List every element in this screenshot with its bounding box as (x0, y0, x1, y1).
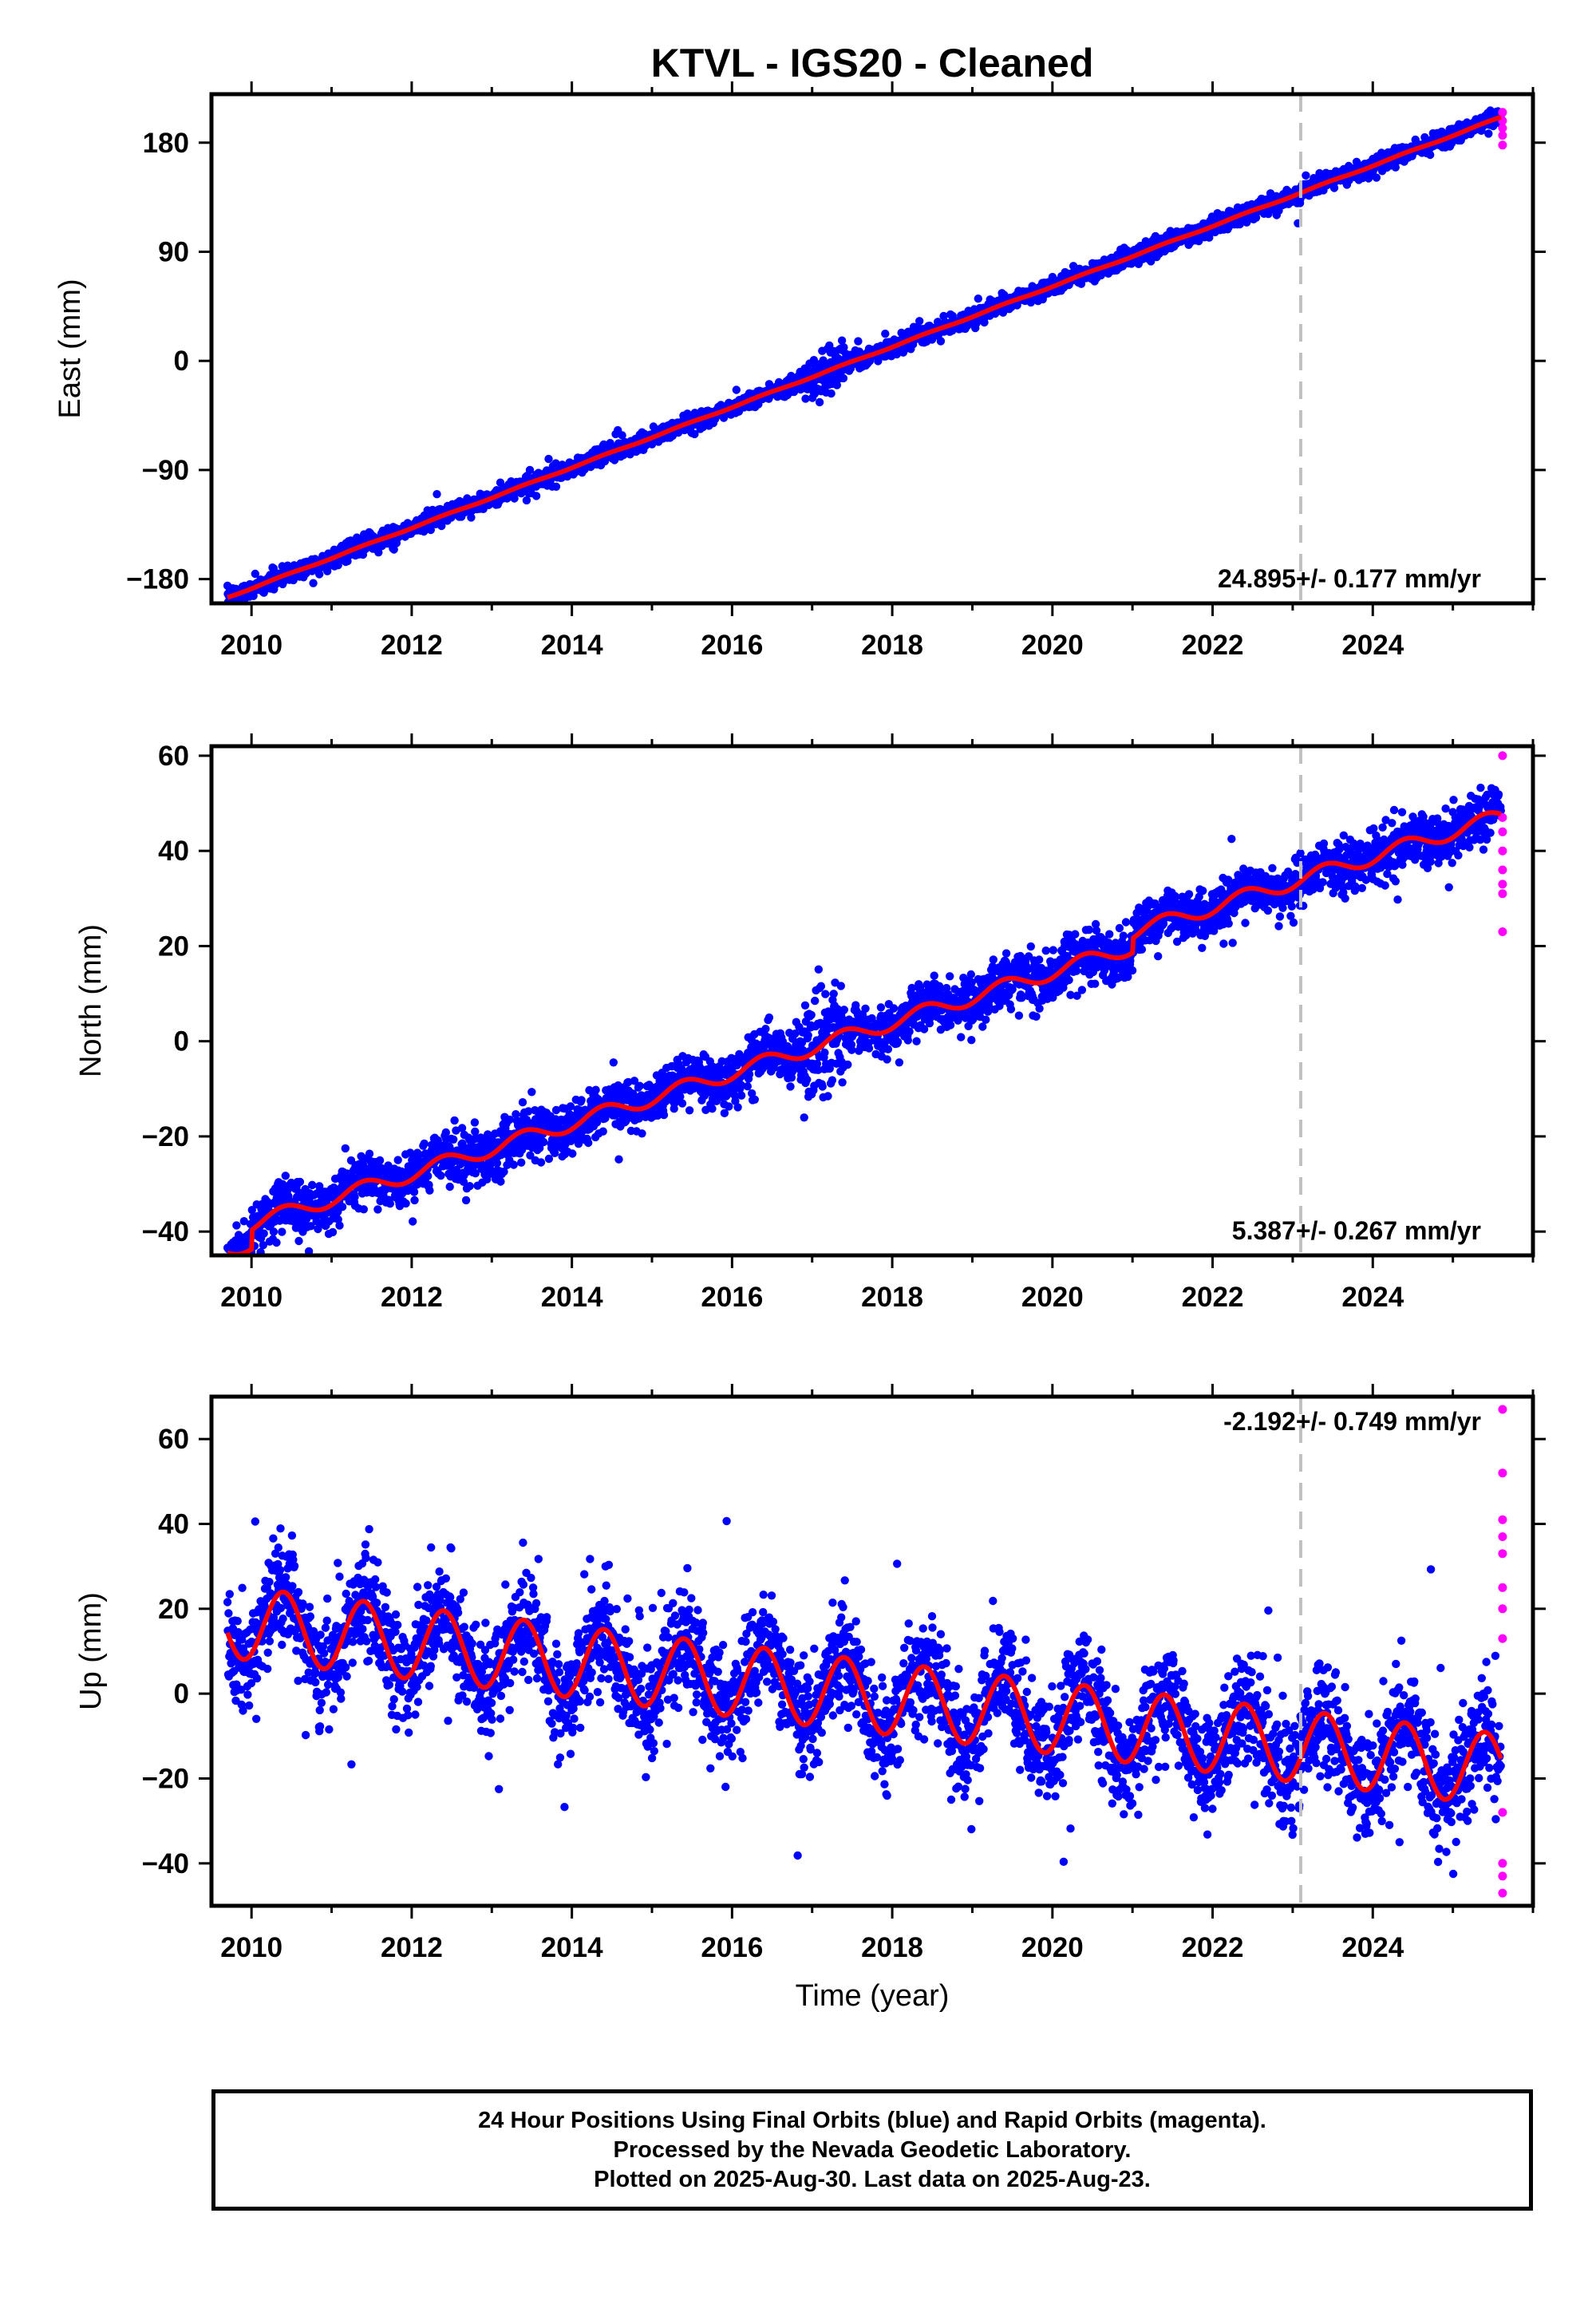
x-tick-label-east-2014: 2014 (541, 630, 603, 661)
x-tick-label-up-2012: 2012 (381, 1932, 443, 1963)
y-axis-label-north: North (mm) (74, 924, 108, 1077)
y-tick-label-east-1: −90 (142, 455, 189, 486)
rapid-point-east-0 (1498, 108, 1507, 117)
footer-box: 24 Hour Positions Using Final Orbits (bl… (211, 2089, 1533, 2211)
y-tick-label-east-4: 180 (143, 128, 189, 159)
x-axis-label-up: Time (year) (796, 1979, 950, 2013)
x-tick-label-east-2020: 2020 (1021, 630, 1084, 661)
final-orbit-points-north (223, 783, 1505, 1255)
rapid-point-north-0 (1498, 751, 1507, 761)
plot-frame-north (209, 744, 1535, 1258)
x-tick-label-north-2016: 2016 (701, 1282, 763, 1313)
rapid-point-up-4 (1498, 1549, 1507, 1559)
y-tick-label-east-2: 0 (174, 346, 189, 377)
rapid-point-up-1 (1498, 1468, 1507, 1478)
footer-line-1: 24 Hour Positions Using Final Orbits (bl… (478, 2107, 1266, 2133)
x-tick-label-up-2022: 2022 (1182, 1932, 1244, 1963)
rapid-point-east-3 (1498, 131, 1507, 140)
y-tick-label-north-4: 40 (158, 836, 189, 867)
x-tick-label-north-2010: 2010 (220, 1282, 282, 1313)
footer-line-2: Processed by the Nevada Geodetic Laborat… (613, 2136, 1132, 2163)
rapid-point-east-4 (1498, 140, 1507, 150)
rapid-point-up-6 (1498, 1604, 1507, 1614)
x-tick-label-north-2020: 2020 (1021, 1282, 1084, 1313)
x-tick-label-north-2012: 2012 (381, 1282, 443, 1313)
rapid-point-up-10 (1498, 1871, 1507, 1881)
rapid-point-north-6 (1498, 889, 1507, 899)
x-tick-label-up-2024: 2024 (1341, 1932, 1404, 1963)
y-tick-label-up-0: −40 (142, 1848, 189, 1879)
panel-east: 2010 2012 2014 2016 2018 2020 2022 2024 −180 −90 0… (53, 81, 1546, 661)
y-axis-label-east: East (mm) (53, 279, 87, 418)
y-tick-label-up-5: 60 (158, 1424, 189, 1455)
figure-title: KTVL - IGS20 - Cleaned (651, 41, 1094, 85)
y-tick-label-north-3: 20 (158, 931, 189, 962)
y-tick-label-east-0: −180 (126, 564, 189, 595)
rapid-point-up-3 (1498, 1532, 1507, 1541)
rapid-point-north-2 (1498, 827, 1507, 836)
model-line-north (226, 810, 1503, 1255)
final-orbit-scatter-north (223, 783, 1505, 1255)
x-tick-label-east-2024: 2024 (1341, 630, 1404, 661)
rate-label-up: -2.192+/- 0.749 mm/yr (1223, 1407, 1481, 1436)
rapid-point-up-11 (1498, 1888, 1507, 1898)
x-tick-label-north-2018: 2018 (861, 1282, 923, 1313)
footer-line-3: Plotted on 2025-Aug-30. Last data on 202… (594, 2166, 1151, 2192)
rapid-point-up-9 (1498, 1859, 1507, 1868)
rapid-point-up-5 (1498, 1583, 1507, 1592)
rapid-point-north-5 (1498, 879, 1507, 889)
rapid-point-north-4 (1498, 865, 1507, 875)
x-tick-label-up-2014: 2014 (541, 1932, 603, 1963)
rapid-point-up-2 (1498, 1515, 1507, 1524)
rate-label-east: 24.895+/- 0.177 mm/yr (1218, 564, 1481, 593)
y-tick-label-up-3: 20 (158, 1594, 189, 1625)
panels: 2010 2012 2014 2016 2018 2020 2022 2024−180−900… (53, 81, 1546, 2013)
y-tick-label-north-1: −20 (142, 1121, 189, 1152)
y-axis-label-up: Up (mm) (74, 1592, 108, 1710)
x-tick-label-east-2022: 2022 (1182, 630, 1244, 661)
y-tick-label-east-3: 90 (158, 236, 189, 267)
y-tick-label-north-5: 60 (158, 741, 189, 772)
x-tick-label-east-2018: 2018 (861, 630, 923, 661)
x-tick-label-east-2012: 2012 (381, 630, 443, 661)
y-tick-label-up-4: 40 (158, 1509, 189, 1540)
rapid-point-up-7 (1498, 1634, 1507, 1643)
model-line-up (225, 1589, 1503, 1802)
x-tick-label-north-2024: 2024 (1341, 1282, 1404, 1313)
plot-frame-up (209, 1394, 1535, 1908)
plot-frame-east (209, 92, 1535, 606)
x-tick-label-up-2010: 2010 (220, 1932, 282, 1963)
rapid-point-north-7 (1498, 927, 1507, 936)
panel-up: 2010 2012 2014 2016 2018 2020 2022 2024 −40 −20 0 2… (74, 1384, 1546, 2013)
panel-north: 2010 2012 2014 2016 2018 2020 2022 2024 −40 −20 0 2… (74, 733, 1546, 1313)
x-tick-label-north-2022: 2022 (1182, 1282, 1244, 1313)
x-tick-label-up-2018: 2018 (861, 1932, 923, 1963)
y-tick-label-up-1: −20 (142, 1764, 189, 1795)
rapid-point-up-0 (1498, 1405, 1507, 1414)
x-tick-label-east-2016: 2016 (701, 630, 763, 661)
x-tick-label-up-2020: 2020 (1021, 1932, 1084, 1963)
y-tick-label-north-2: 0 (174, 1026, 189, 1057)
y-tick-label-north-0: −40 (142, 1216, 189, 1247)
y-tick-label-up-2: 0 (174, 1678, 189, 1709)
rate-label-north: 5.387+/- 0.267 mm/yr (1232, 1216, 1481, 1245)
x-tick-label-east-2010: 2010 (220, 630, 282, 661)
rapid-point-east-2 (1498, 124, 1507, 132)
x-tick-label-up-2016: 2016 (701, 1932, 763, 1963)
rapid-point-up-8 (1498, 1808, 1507, 1817)
model-line-east (226, 114, 1503, 600)
x-tick-label-north-2014: 2014 (541, 1282, 603, 1313)
rapid-point-north-3 (1498, 846, 1507, 856)
